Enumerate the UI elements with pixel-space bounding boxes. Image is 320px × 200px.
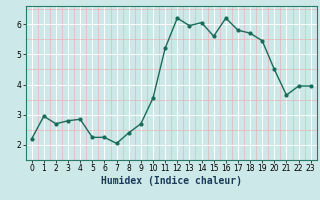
X-axis label: Humidex (Indice chaleur): Humidex (Indice chaleur): [101, 176, 242, 186]
